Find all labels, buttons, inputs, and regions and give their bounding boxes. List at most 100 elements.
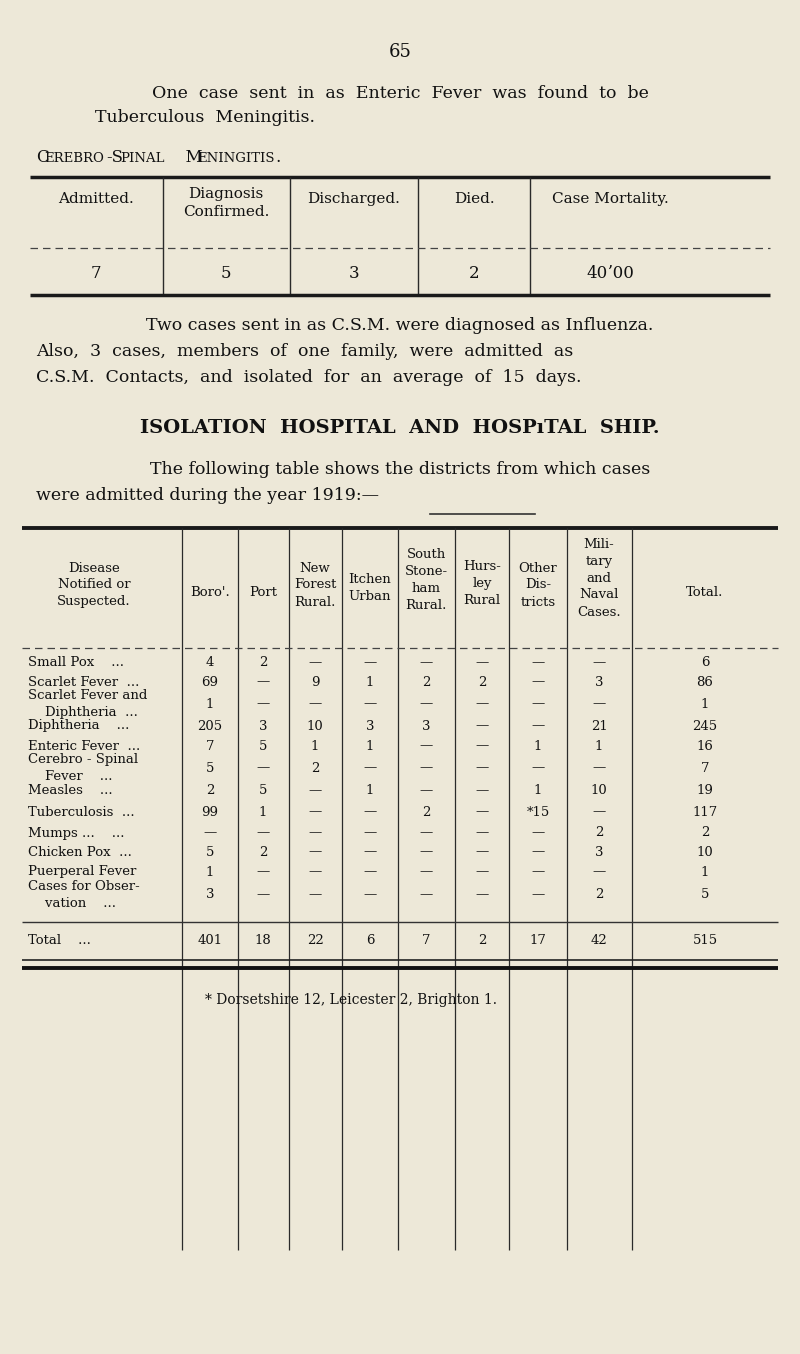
Text: 5: 5 [206,845,214,858]
Text: —: — [256,865,270,879]
Text: ISOLATION  HOSPITAL  AND  HOSPıTAL  SHIP.: ISOLATION HOSPITAL AND HOSPıTAL SHIP. [140,418,660,437]
Text: —: — [256,697,270,711]
Text: 1: 1 [701,697,709,711]
Text: 3: 3 [594,845,603,858]
Text: 22: 22 [306,933,323,946]
Text: 5: 5 [259,784,267,798]
Text: 2: 2 [701,826,709,839]
Text: —: — [256,676,270,688]
Text: 245: 245 [693,719,718,733]
Text: —: — [363,888,377,902]
Text: —: — [419,784,433,798]
Text: —: — [363,806,377,819]
Text: 1: 1 [259,806,267,819]
Text: Cases for Obser-
    vation    ...: Cases for Obser- vation ... [28,880,140,910]
Text: Tuberculous  Meningitis.: Tuberculous Meningitis. [95,110,315,126]
Text: 6: 6 [366,933,374,946]
Text: 2: 2 [422,676,430,688]
Text: EREBRO: EREBRO [44,152,104,164]
Text: One  case  sent  in  as  Enteric  Fever  was  found  to  be: One case sent in as Enteric Fever was fo… [151,85,649,103]
Text: *15: *15 [526,806,550,819]
Text: —: — [475,888,489,902]
Text: 10: 10 [590,784,607,798]
Text: 2: 2 [422,806,430,819]
Text: 2: 2 [259,657,267,669]
Text: C: C [36,149,49,167]
Text: 1: 1 [366,676,374,688]
Text: 3: 3 [349,264,359,282]
Text: 40ʼ00: 40ʼ00 [586,264,634,282]
Text: —: — [475,784,489,798]
Text: —: — [363,697,377,711]
Text: Tuberculosis  ...: Tuberculosis ... [28,806,134,819]
Text: —: — [308,888,322,902]
Text: 2: 2 [259,845,267,858]
Text: 7: 7 [206,739,214,753]
Text: —: — [308,826,322,839]
Text: 21: 21 [590,719,607,733]
Text: Admitted.: Admitted. [58,192,134,206]
Text: —: — [592,657,606,669]
Text: —: — [308,657,322,669]
Text: New
Forest
Rural.: New Forest Rural. [294,562,336,608]
Text: * Dorsetshire 12, Leicester 2, Brighton 1.: * Dorsetshire 12, Leicester 2, Brighton … [205,992,497,1007]
Text: 205: 205 [198,719,222,733]
Text: —: — [592,865,606,879]
Text: Hurs-
ley
Rural: Hurs- ley Rural [463,559,501,607]
Text: 69: 69 [202,676,218,688]
Text: 7: 7 [90,264,102,282]
Text: 5: 5 [206,761,214,774]
Text: Itchen
Urban: Itchen Urban [349,573,391,603]
Text: —: — [363,761,377,774]
Text: The following table shows the districts from which cases: The following table shows the districts … [150,462,650,478]
Text: —: — [308,697,322,711]
Text: C.S.M.  Contacts,  and  isolated  for  an  average  of  15  days.: C.S.M. Contacts, and isolated for an ave… [36,370,582,386]
Text: Two cases sent in as C.S.M. were diagnosed as Influenza.: Two cases sent in as C.S.M. were diagnos… [146,317,654,334]
Text: —: — [419,845,433,858]
Text: —: — [531,676,545,688]
Text: 2: 2 [478,676,486,688]
Text: —: — [419,826,433,839]
Text: Scarlet Fever  ...: Scarlet Fever ... [28,676,139,688]
Text: 1: 1 [534,739,542,753]
Text: 2: 2 [206,784,214,798]
Text: Diagnosis
Confirmed.: Diagnosis Confirmed. [183,187,269,219]
Text: 401: 401 [198,933,222,946]
Text: Puerperal Fever: Puerperal Fever [28,865,136,879]
Text: —: — [531,826,545,839]
Text: —: — [419,761,433,774]
Text: —: — [531,697,545,711]
Text: Scarlet Fever and
    Diphtheria  ...: Scarlet Fever and Diphtheria ... [28,689,147,719]
Text: —: — [531,657,545,669]
Text: —: — [475,845,489,858]
Text: Died.: Died. [454,192,494,206]
Text: 117: 117 [692,806,718,819]
Text: —: — [308,865,322,879]
Text: 5: 5 [701,888,709,902]
Text: 515: 515 [693,933,718,946]
Text: —: — [363,826,377,839]
Text: —: — [419,888,433,902]
Text: —: — [531,865,545,879]
Text: 7: 7 [701,761,710,774]
Text: —: — [475,657,489,669]
Text: 3: 3 [422,719,430,733]
Text: —: — [308,806,322,819]
Text: —: — [419,865,433,879]
Text: 2: 2 [311,761,319,774]
Text: —: — [256,761,270,774]
Text: 2: 2 [595,826,603,839]
Text: 1: 1 [534,784,542,798]
Text: —: — [308,845,322,858]
Text: Total    ...: Total ... [28,933,91,946]
Text: —: — [592,806,606,819]
Text: ENINGITIS: ENINGITIS [197,152,274,164]
Text: 42: 42 [590,933,607,946]
Text: Case Mortality.: Case Mortality. [552,192,668,206]
Text: —: — [203,826,217,839]
Text: —: — [531,845,545,858]
Text: 7: 7 [422,933,430,946]
Text: —: — [531,888,545,902]
Text: —: — [363,865,377,879]
Text: M: M [175,149,202,167]
